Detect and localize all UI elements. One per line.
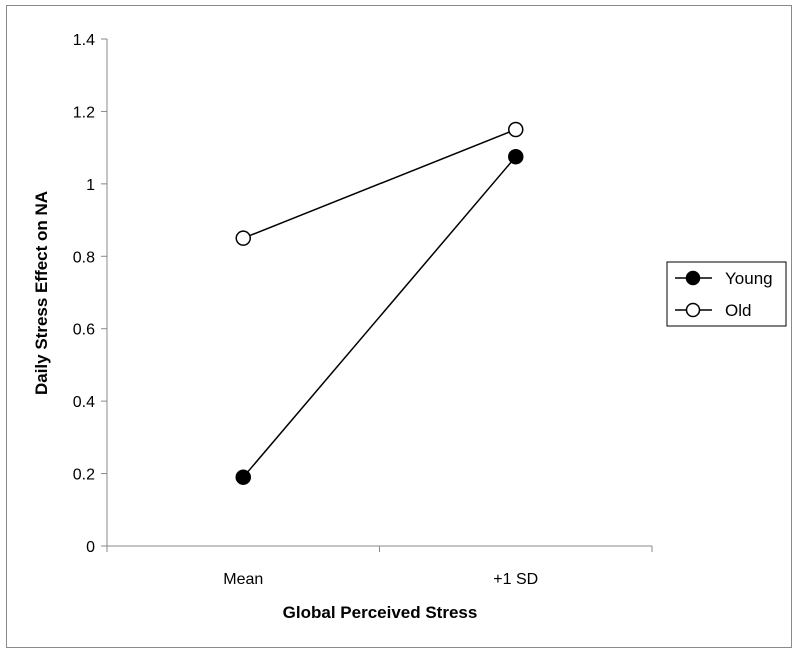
y-tick-label: 0.6	[73, 322, 95, 339]
legend-box	[666, 261, 787, 327]
data-point-old	[508, 121, 524, 138]
legend: Young Old	[666, 261, 787, 327]
x-tick-label: Mean	[223, 571, 263, 588]
y-tick-label: 0.4	[73, 394, 95, 411]
y-tick-label: 1.2	[73, 104, 95, 121]
y-axis-ticks: 0 0.2 0.4 0.6 0.8 1 1.2 1.4	[73, 32, 107, 556]
chart-frame	[6, 5, 792, 648]
x-tick-label: +1 SD	[493, 571, 538, 588]
data-point-old	[235, 230, 251, 246]
y-tick-label: 0.2	[73, 467, 95, 484]
x-axis-label: Global Perceived Stress	[283, 603, 478, 622]
data-point-young	[508, 148, 524, 165]
legend-marker-young	[685, 270, 701, 286]
legend-label-old: Old	[725, 301, 751, 320]
series-line-young	[242, 156, 517, 478]
data-point-young	[235, 469, 251, 485]
legend-label-young: Young	[725, 269, 773, 288]
x-axis-ticks: Mean +1 SD	[106, 546, 653, 588]
y-tick-label: 1	[86, 177, 95, 194]
series-line-old	[242, 128, 517, 239]
y-tick-label: 0.8	[73, 249, 95, 266]
y-tick-label: 1.4	[73, 32, 95, 49]
legend-marker-old	[685, 302, 701, 318]
y-axis-label: Daily Stress Effect on NA	[32, 191, 51, 395]
series-group	[235, 121, 524, 485]
y-tick-label: 0	[86, 539, 95, 556]
